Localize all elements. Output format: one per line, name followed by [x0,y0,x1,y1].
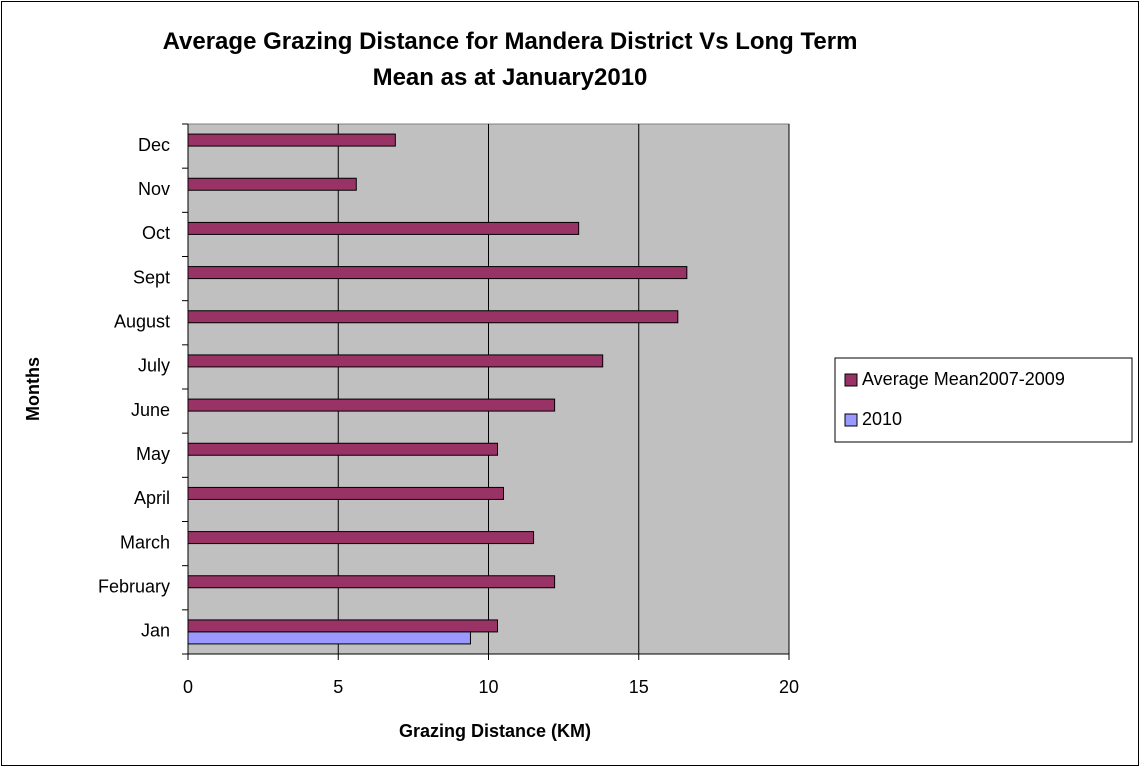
bar [187,631,471,645]
y-tick-label: July [138,356,170,376]
x-axis-label: Grazing Distance (KM) [399,721,591,741]
y-tick-label: February [98,577,170,597]
x-tick-label: 15 [629,677,649,697]
legend-label: Average Mean2007-2009 [862,369,1065,389]
x-tick-label: 20 [779,677,799,697]
y-tick-label: Oct [142,223,170,243]
bar [187,531,535,545]
y-tick-label: Dec [138,135,170,155]
y-tick-label: Nov [138,179,170,199]
x-tick-label: 10 [478,677,498,697]
chart-title: Average Grazing Distance for Mandera Dis… [162,28,858,91]
legend-swatch [844,413,858,427]
y-tick-label: Jan [141,621,170,641]
y-tick-label: June [131,400,170,420]
x-tick-label: 5 [333,677,343,697]
bar [187,354,604,368]
bar [187,619,499,633]
y-tick-label: March [120,532,170,552]
bar [187,266,688,280]
bar [187,133,396,147]
y-tick-label: April [134,488,170,508]
x-tick-label: 0 [183,677,193,697]
legend-box [834,357,1133,443]
bar [187,575,556,589]
y-tick-label: August [114,312,170,332]
bar [187,177,357,191]
legend-swatch [844,373,858,387]
bar [187,442,499,456]
y-tick-label: Sept [133,267,170,287]
y-axis-label: Months [23,357,43,421]
bar [187,486,505,500]
legend-label: 2010 [862,409,902,429]
bar [187,398,556,412]
bar [187,310,679,324]
bar [187,221,580,235]
y-tick-label: May [136,444,170,464]
